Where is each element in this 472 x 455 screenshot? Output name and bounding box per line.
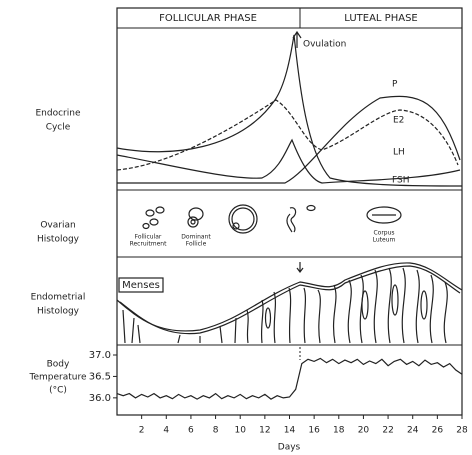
- x-tick-label: 14: [284, 426, 296, 436]
- endometrium-surface: [116, 262, 463, 332]
- y-tick-label: 36.5: [89, 371, 111, 382]
- phase-label: LUTEAL PHASE: [344, 13, 417, 24]
- x-tick-label: 20: [358, 426, 370, 436]
- row-label: Body: [47, 360, 70, 370]
- lh-curve: [116, 34, 463, 187]
- x-tick-label: 8: [213, 426, 219, 436]
- y-tick-label: 37.0: [89, 350, 111, 361]
- x-axis-title: Days: [278, 443, 301, 453]
- p-curve: [117, 95, 461, 184]
- x-tick-label: 22: [382, 426, 393, 436]
- y-tick-label: 36.0: [89, 393, 111, 404]
- row-label: Histology: [37, 307, 80, 317]
- ovary-icons: [142, 204, 402, 234]
- x-tick-label: 12: [259, 426, 270, 436]
- row-label: (°C): [49, 386, 67, 396]
- x-tick-label: 4: [163, 426, 169, 436]
- x-tick-label: 10: [234, 426, 246, 436]
- x-tick-label: 28: [456, 426, 468, 436]
- x-tick-label: 16: [308, 426, 320, 436]
- temperature-line: [116, 357, 463, 400]
- curve-label: Ovulation: [303, 40, 346, 50]
- row-label: Ovarian: [40, 221, 75, 231]
- row-label: Endocrine: [36, 109, 81, 119]
- row-label: Histology: [37, 235, 80, 245]
- row-label: Endometrial: [31, 293, 86, 303]
- ovary-label: Recruitment: [130, 241, 168, 248]
- frame: [116, 7, 463, 416]
- x-tick-label: 26: [432, 426, 444, 436]
- x-tick-label: 2: [139, 426, 145, 436]
- ovary-label: Corpus: [373, 230, 394, 237]
- ovary-label: Dominant: [181, 234, 211, 241]
- curve-label: FSH: [392, 176, 410, 186]
- row-label: Cycle: [46, 123, 71, 133]
- menses-box: [118, 277, 164, 293]
- phase-label: FOLLICULAR PHASE: [159, 13, 257, 24]
- e2-curve: [116, 99, 459, 171]
- arrow: [296, 262, 304, 273]
- ovary-label: Follicle: [186, 241, 207, 248]
- x-tick-label: 24: [407, 426, 419, 436]
- row-label: Temperature: [28, 373, 86, 383]
- curve-label: E2: [393, 116, 404, 126]
- glands: [122, 267, 448, 344]
- endometrium-surface: [119, 265, 461, 335]
- ovary-label: Follicular: [135, 234, 162, 241]
- ovary-label: Luteum: [373, 237, 396, 244]
- x-tick-label: 6: [188, 426, 194, 436]
- menses-label: Menses: [122, 280, 160, 291]
- curve-label: P: [392, 80, 398, 90]
- arrow: [292, 30, 302, 48]
- fsh-curve: [116, 138, 461, 184]
- curve-label: LH: [393, 148, 405, 158]
- x-tick-label: 18: [333, 426, 345, 436]
